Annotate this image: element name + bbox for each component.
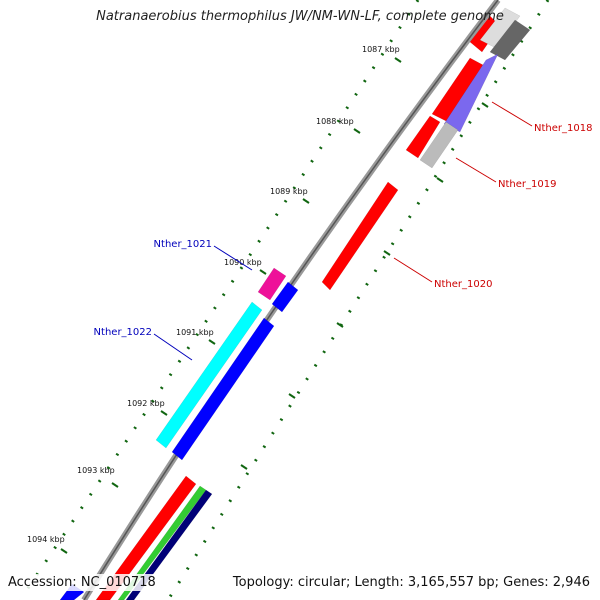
tick-label: 1088 kbp [316, 117, 354, 126]
tick-mark [259, 269, 267, 275]
leader-line [213, 245, 253, 271]
gene-label-nther-1019: Nther_1019 [498, 179, 556, 190]
tick-mark [111, 482, 119, 488]
inner-tick-mark [436, 177, 444, 183]
tick-mark [394, 57, 402, 63]
gene-feature-magenta [257, 267, 287, 301]
gene-feature-dark [489, 19, 531, 61]
gene-features [59, 7, 531, 600]
gene-feature-nther-1022 [155, 301, 263, 449]
tick-marks: 1087 kbp 1088 kbp 1089 kbp 1090 kbp 1091 kbp… [27, 45, 489, 554]
accession-text: Accession: NC_010718 [6, 574, 158, 591]
gene-feature-nther-1019 [405, 115, 441, 159]
tick-label: 1090 kbp [224, 258, 262, 267]
inner-tick-mark [383, 250, 391, 256]
inner-tick-mark [240, 464, 248, 470]
leader-line [491, 101, 533, 127]
tick-label: 1089 kbp [270, 187, 308, 196]
tick-label: 1092 kbp [127, 399, 165, 408]
tick-label: 1087 kbp [362, 45, 400, 54]
gene-label-nther-1022: Nther_1022 [94, 327, 152, 338]
gene-feature-nther-1020 [321, 181, 399, 291]
tick-mark [60, 548, 68, 554]
tick-label: 1094 kbp [27, 535, 65, 544]
gene-label-nther-1021: Nther_1021 [154, 239, 212, 250]
tick-mark [160, 410, 168, 416]
tick-label: 1091 kbp [176, 328, 214, 337]
gene-feature-reverse-long [171, 317, 275, 461]
tick-label: 1093 kbp [77, 466, 115, 475]
gene-feature-grey-1019 [419, 121, 459, 169]
inner-tick-mark [288, 393, 296, 399]
gene-feature-grey [479, 7, 521, 49]
map-title: Natranaerobius thermophilus JW/NM-WN-LF,… [96, 9, 504, 24]
gene-labels: Nther_1018 Nther_1019 Nther_1020 Nther_1021… [94, 101, 592, 361]
leader-line [153, 333, 193, 361]
leader-line [393, 257, 433, 283]
inner-guide-line [166, 0, 550, 600]
gene-label-nther-1020: Nther_1020 [434, 279, 492, 290]
gene-feature-forward-bottom [95, 475, 197, 600]
genome-summary: Topology: circular; Length: 3,165,557 bp… [230, 574, 592, 591]
inner-tick-mark [481, 102, 489, 108]
gene-feature-navy [125, 489, 213, 600]
gene-feature-reverse-small [271, 281, 299, 313]
tick-mark [208, 339, 216, 345]
inner-tick-mark [336, 322, 344, 328]
leader-line [455, 157, 497, 183]
tick-mark [353, 128, 361, 134]
tick-mark [302, 198, 310, 204]
dotted-guide-lines [18, 0, 550, 600]
gene-label-nther-1018: Nther_1018 [534, 123, 592, 134]
outer-guide-line [18, 0, 420, 600]
